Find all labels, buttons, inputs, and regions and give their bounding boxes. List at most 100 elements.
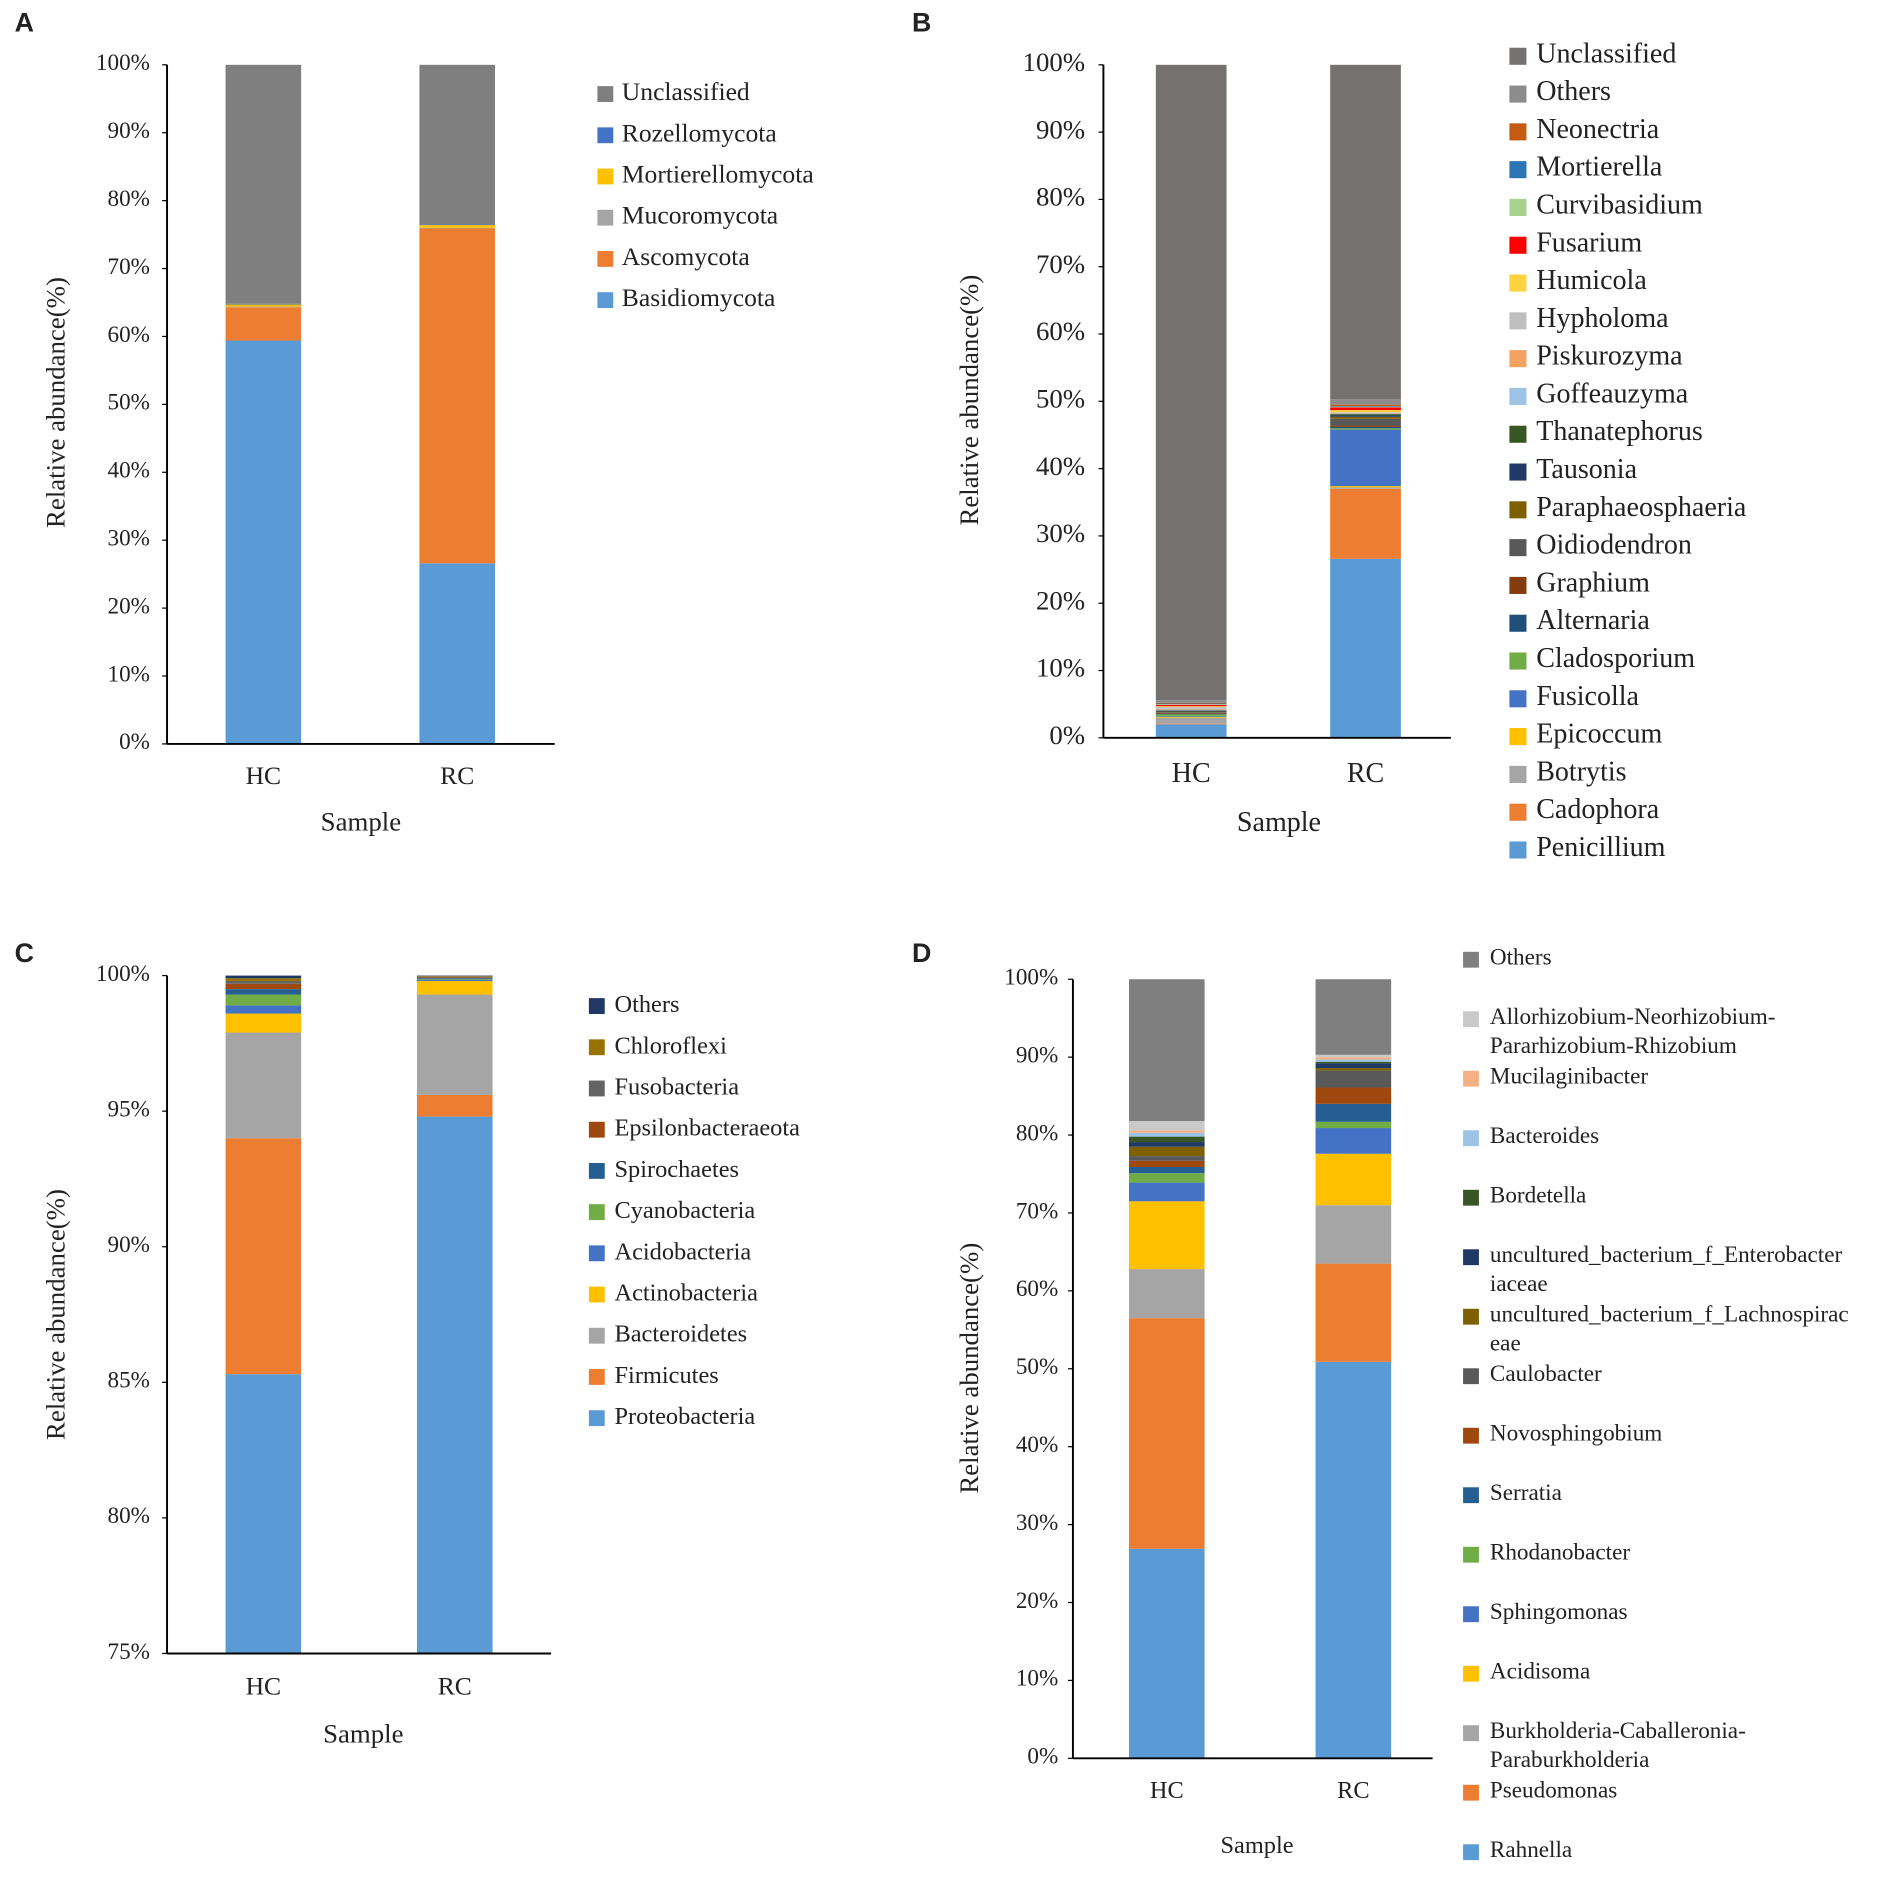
- legend-label: Humicola: [1536, 265, 1647, 296]
- legend-swatch: [597, 209, 614, 226]
- x-tick-label: HC: [1150, 1777, 1184, 1804]
- y-tick-label: 50%: [1036, 383, 1085, 413]
- bar-segment: [1155, 716, 1227, 718]
- y-tick-label: 0%: [119, 729, 150, 755]
- y-tick-label: 50%: [1016, 1354, 1058, 1380]
- legend-swatch: [1463, 951, 1479, 968]
- legend-label: Thanatephorus: [1536, 417, 1703, 448]
- legend-label: Basidiomycota: [622, 283, 776, 312]
- y-tick-label: 40%: [1036, 451, 1085, 481]
- bar-segment: [1315, 1070, 1392, 1088]
- bar-segment: [225, 303, 302, 305]
- legend-label: Unclassified: [1536, 39, 1676, 70]
- legend-swatch: [1509, 803, 1527, 821]
- bar-segment: [1129, 1130, 1205, 1133]
- legend-label: Novosphingobium: [1490, 1421, 1662, 1447]
- y-tick-label: 100%: [1023, 47, 1086, 77]
- bar-segment: [225, 340, 302, 744]
- legend-label: Serratia: [1490, 1481, 1562, 1507]
- legend-swatch: [1509, 690, 1527, 708]
- bar-segment: [225, 307, 302, 341]
- legend-label: Rozellomycota: [622, 118, 778, 147]
- legend-swatch: [1463, 1844, 1479, 1861]
- bar-segment: [1315, 1059, 1392, 1062]
- legend-swatch: [1509, 576, 1527, 594]
- legend-swatch: [1509, 614, 1527, 632]
- bar-segment: [225, 994, 302, 1006]
- bar-segment: [1330, 410, 1401, 413]
- bar-segment: [419, 228, 496, 564]
- bar-segment: [1330, 412, 1401, 414]
- bar-segment: [225, 1013, 302, 1033]
- legend-swatch: [1463, 1725, 1479, 1742]
- bar-segment: [416, 976, 493, 978]
- x-tick-label: RC: [1337, 1777, 1370, 1804]
- bar-segment: [1129, 1318, 1205, 1549]
- y-tick-label: 80%: [1016, 1120, 1058, 1146]
- legend-swatch: [597, 292, 614, 309]
- legend-label: Botrytis: [1536, 757, 1626, 788]
- x-axis-label: Sample: [323, 1719, 403, 1749]
- y-tick-label: 80%: [108, 1503, 150, 1529]
- legend-label: Pseudomonas: [1490, 1778, 1617, 1804]
- x-tick-label: RC: [1347, 758, 1384, 789]
- y-tick-label: 60%: [1016, 1276, 1058, 1302]
- bar-segment: [1155, 706, 1227, 707]
- bar-segment: [1155, 710, 1227, 712]
- legend-label: Others: [1490, 945, 1552, 971]
- legend-swatch: [588, 1410, 605, 1427]
- y-tick-label: 80%: [108, 186, 150, 212]
- legend-swatch: [597, 168, 614, 185]
- y-tick-label: 20%: [1036, 585, 1085, 615]
- bar-segment: [1315, 1128, 1392, 1154]
- legend-label: Others: [614, 991, 679, 1018]
- bar-segment: [1155, 704, 1227, 705]
- y-tick-label: 75%: [108, 1639, 150, 1665]
- y-tick-label: 70%: [108, 254, 150, 280]
- legend-label: Fusarium: [1536, 228, 1642, 259]
- bar-segment: [1330, 64, 1401, 400]
- y-tick-label: 30%: [1036, 518, 1085, 548]
- bar-segment: [419, 227, 496, 229]
- y-tick-label: 40%: [1016, 1432, 1058, 1458]
- legend-swatch: [588, 998, 605, 1014]
- bar-segment: [1155, 702, 1227, 704]
- legend-swatch: [1509, 198, 1527, 216]
- y-tick-label: 10%: [1036, 653, 1085, 683]
- bar-segment: [1315, 1061, 1392, 1064]
- legend-label: Bacteroidetes: [614, 1320, 747, 1347]
- legend-label: Rhodanobacter: [1490, 1540, 1630, 1566]
- legend-swatch: [1509, 425, 1527, 443]
- x-axis-label: Sample: [321, 807, 401, 837]
- legend-swatch: [1463, 1249, 1479, 1266]
- legend-label: Mortierella: [1536, 152, 1663, 183]
- bar-segment: [1129, 1173, 1205, 1183]
- legend-swatch: [1509, 652, 1527, 670]
- bar-segment: [1315, 1121, 1392, 1129]
- y-tick-label: 70%: [1016, 1198, 1058, 1224]
- bar-segment: [1315, 1205, 1392, 1264]
- legend-swatch: [1463, 1665, 1479, 1682]
- bar-segment: [1330, 429, 1401, 487]
- bar-segment: [1155, 711, 1227, 713]
- x-tick-label: RC: [440, 761, 474, 790]
- legend-swatch: [1509, 274, 1527, 292]
- y-tick-label: 70%: [1036, 249, 1085, 279]
- legend-label: Fusicolla: [1536, 681, 1639, 712]
- bar-segment: [1330, 425, 1401, 427]
- legend-label: Mucilaginibacter: [1490, 1064, 1648, 1090]
- bar-segment: [1155, 64, 1227, 701]
- x-tick-label: HC: [1172, 758, 1211, 789]
- legend-label: Caulobacter: [1490, 1362, 1602, 1388]
- bar-segment: [1155, 700, 1227, 703]
- x-axis-label: Sample: [1220, 1832, 1293, 1859]
- y-axis-label: Relative abundance(%): [41, 277, 71, 528]
- bar-segment: [1315, 1054, 1392, 1058]
- y-tick-label: 100%: [96, 961, 150, 987]
- legend-swatch: [597, 250, 614, 267]
- bar-segment: [1315, 979, 1392, 1055]
- legend-label: Cadophora: [1536, 795, 1660, 826]
- legend-label: Others: [1536, 77, 1611, 108]
- bar-segment: [1155, 709, 1227, 711]
- y-axis-label: Relative abundance(%): [41, 1189, 71, 1440]
